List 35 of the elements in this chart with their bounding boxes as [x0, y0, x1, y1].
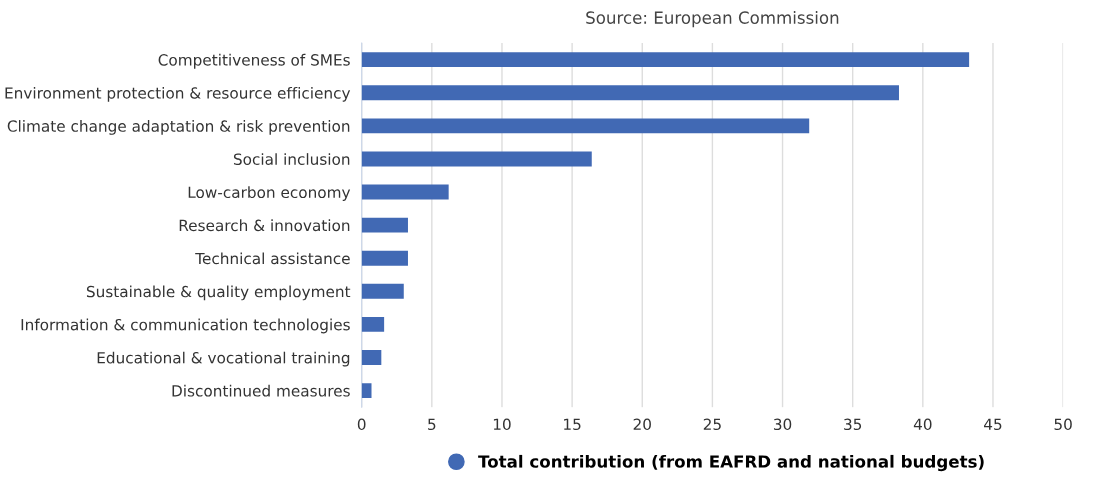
y-tick-label: Climate change adaptation & risk prevention: [7, 120, 350, 135]
bar: [361, 250, 408, 266]
bar: [361, 350, 382, 365]
y-tick-label: Low-carbon economy: [188, 186, 351, 202]
legend-label: Total contribution (from EAFRD and national budgets): [478, 454, 984, 472]
x-tick-label: 20: [633, 418, 651, 431]
x-tick-label: 35: [844, 418, 862, 431]
x-tick-label: 5: [428, 418, 436, 431]
x-tick-label: 50: [1054, 418, 1072, 431]
y-tick-label: Information & communication technologies: [21, 318, 350, 334]
bar: [361, 184, 449, 200]
x-tick-label: 10: [493, 418, 511, 431]
y-tick-label: Discontinued measures: [172, 384, 350, 397]
bar: [361, 383, 372, 399]
bar: [361, 118, 810, 134]
y-tick-label: Competitiveness of SMEs: [158, 53, 350, 69]
bar: [361, 316, 385, 332]
x-tick-label: 15: [564, 418, 581, 431]
bar: [361, 283, 404, 299]
bar: [361, 217, 408, 233]
bar: [361, 151, 592, 167]
x-tick-label: 30: [773, 418, 792, 431]
y-tick-label: Sustainable & quality employment: [86, 285, 351, 301]
x-tick-label: 0: [357, 418, 366, 431]
chart-title: Source: European Commission: [586, 11, 839, 28]
y-tick-label: Technical assistance: [195, 252, 350, 265]
y-tick-label: Social inclusion: [233, 153, 350, 165]
y-tick-label: Educational & vocational training: [97, 351, 350, 367]
x-tick-label: 25: [703, 418, 721, 431]
y-tick-label: Environment protection & resource efficiency: [5, 86, 351, 102]
bar: [361, 85, 899, 101]
x-tick-label: 45: [984, 418, 1002, 431]
bar: [361, 52, 970, 68]
x-tick-label: 40: [913, 418, 932, 431]
y-tick-label: Research & innovation: [179, 219, 350, 232]
